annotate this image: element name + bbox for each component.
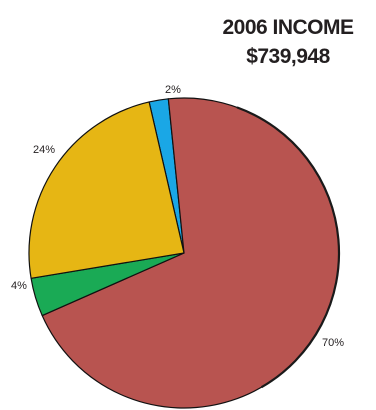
slice-label-24-percent: 24% [33, 144, 55, 156]
chart-subtitle: $739,948 [246, 45, 330, 68]
pie-slice-24-percent [28, 101, 185, 279]
slice-labels: 2% 70% 4% 24% [11, 84, 344, 349]
pie-slices [28, 97, 341, 409]
slice-label-4-percent: 4% [11, 280, 27, 292]
chart-title: 2006 INCOME [222, 16, 354, 39]
pie-edge-shadow [236, 106, 341, 389]
slice-label-70-percent: 70% [322, 337, 344, 349]
slice-label-2-percent: 2% [165, 84, 181, 96]
